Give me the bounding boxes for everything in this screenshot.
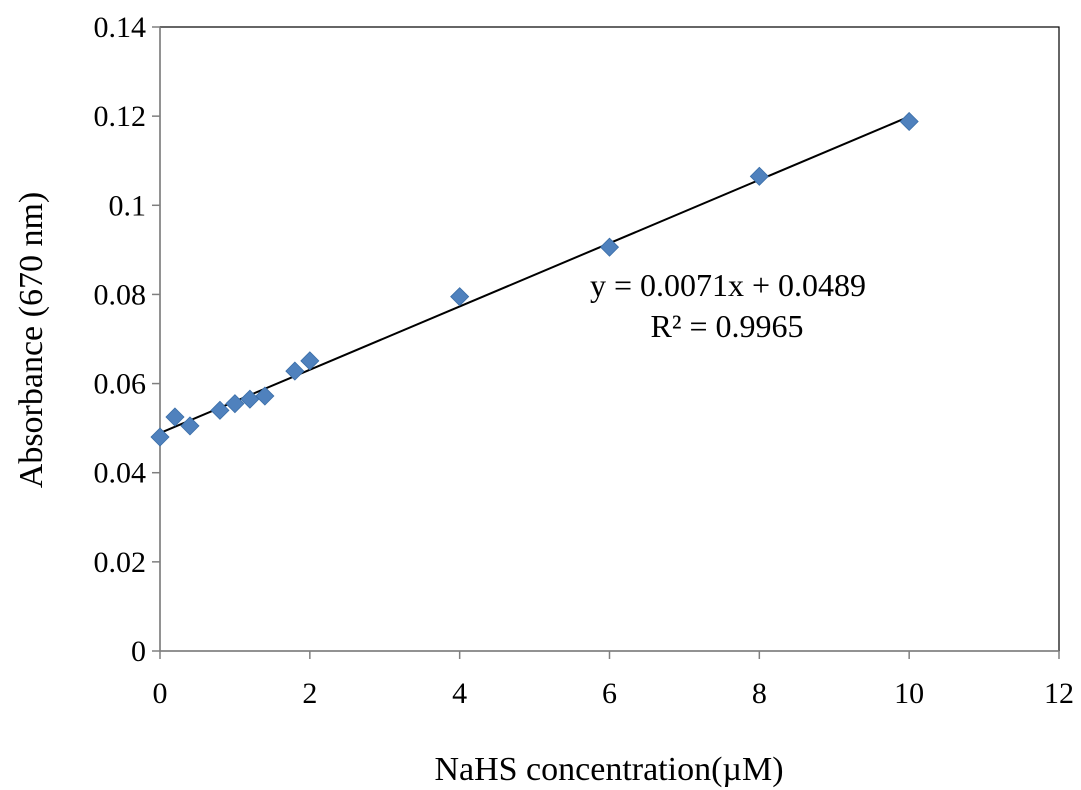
x-tick-label: 2 bbox=[302, 677, 317, 710]
r-squared-annotation: R² = 0.9965 bbox=[651, 308, 804, 344]
x-tick-label: 6 bbox=[602, 677, 617, 710]
y-tick-label: 0.02 bbox=[94, 546, 147, 579]
y-tick-label: 0.12 bbox=[94, 100, 147, 133]
y-tick-label: 0.06 bbox=[94, 368, 147, 401]
y-tick-label: 0 bbox=[131, 635, 146, 668]
y-axis-title: Absorbance (670 nm) bbox=[13, 192, 50, 488]
data-point bbox=[225, 394, 245, 414]
y-axis-ticks: 0 0.02 0.04 0.06 0.08 0.1 0.12 0.14 bbox=[94, 11, 160, 668]
data-point bbox=[165, 407, 185, 427]
x-tick-label: 8 bbox=[752, 677, 767, 710]
data-points bbox=[150, 111, 919, 447]
y-tick-label: 0.04 bbox=[94, 457, 147, 490]
trendline-group bbox=[159, 115, 910, 434]
data-point bbox=[210, 400, 230, 420]
x-axis-ticks: 0 2 4 6 8 10 12 bbox=[153, 651, 1074, 710]
x-tick-label: 10 bbox=[894, 677, 924, 710]
x-tick-label: 0 bbox=[153, 677, 168, 710]
data-point bbox=[599, 237, 620, 257]
x-axis-title: NaHS concentration(µM) bbox=[434, 751, 783, 788]
data-point bbox=[255, 386, 275, 406]
equation-annotation: y = 0.0071x + 0.0489 bbox=[590, 267, 866, 303]
x-tick-label: 4 bbox=[452, 677, 467, 710]
data-point bbox=[180, 416, 200, 436]
data-point bbox=[300, 351, 320, 371]
data-point bbox=[450, 287, 470, 307]
trendline bbox=[159, 115, 910, 434]
y-tick-label: 0.14 bbox=[94, 11, 147, 44]
x-tick-label: 12 bbox=[1044, 677, 1074, 710]
data-point bbox=[285, 361, 305, 381]
y-tick-label: 0.08 bbox=[94, 278, 147, 311]
data-point bbox=[749, 166, 769, 186]
y-tick-label: 0.1 bbox=[109, 189, 147, 222]
data-point bbox=[150, 427, 170, 447]
data-point bbox=[899, 111, 919, 132]
